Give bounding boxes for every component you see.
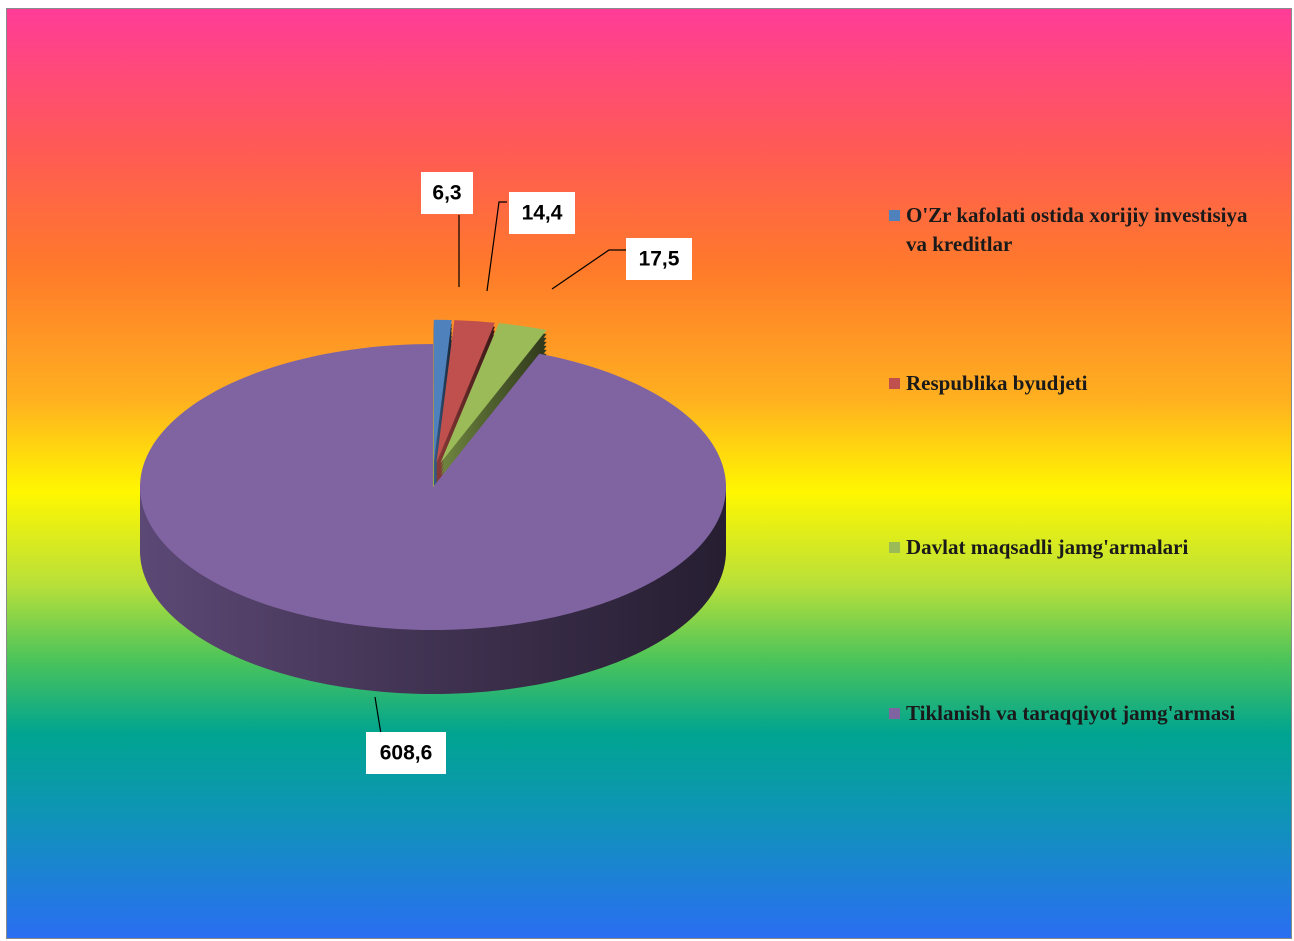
legend-swatch <box>889 378 900 389</box>
data-label: 17,5 <box>639 248 680 271</box>
legend-swatch <box>889 708 900 719</box>
slice <box>140 344 726 630</box>
leader-line <box>551 249 626 290</box>
legend-item: Respublika byudjeti <box>889 369 1269 398</box>
legend-swatch <box>889 210 900 221</box>
data-label: 14,4 <box>522 202 563 225</box>
legend-label: O'Zr kafolati ostida xorijiy investisiya… <box>906 203 1248 256</box>
legend-label: Tiklanish va taraqqiyot jamg'armasi <box>906 701 1236 725</box>
label-box <box>626 238 692 280</box>
legend-label: Davlat maqsadli jamg'armalari <box>906 535 1189 559</box>
legend-item: Davlat maqsadli jamg'armalari <box>889 533 1269 562</box>
slice <box>440 323 547 464</box>
slice <box>436 320 495 463</box>
legend-item: O'Zr kafolati ostida xorijiy investisiya… <box>889 201 1269 259</box>
chart: 6,3 14,4 17,5 608,6 <box>139 172 727 774</box>
chart-area: 6,3 14,4 17,5 608,6 O'Zr kafolati ostida xo… <box>6 8 1292 939</box>
data-label: 608,6 <box>380 742 433 765</box>
data-label: 6,3 <box>432 182 461 205</box>
leader-line <box>366 696 382 735</box>
legend-swatch <box>889 542 900 553</box>
slice <box>433 319 452 463</box>
legend-label: Respublika byudjeti <box>906 371 1088 395</box>
legend-item: Tiklanish va taraqqiyot jamg'armasi <box>889 699 1269 728</box>
label-box <box>509 192 575 234</box>
leader-line <box>486 201 507 292</box>
label-box <box>366 732 446 774</box>
label-box <box>421 172 473 214</box>
